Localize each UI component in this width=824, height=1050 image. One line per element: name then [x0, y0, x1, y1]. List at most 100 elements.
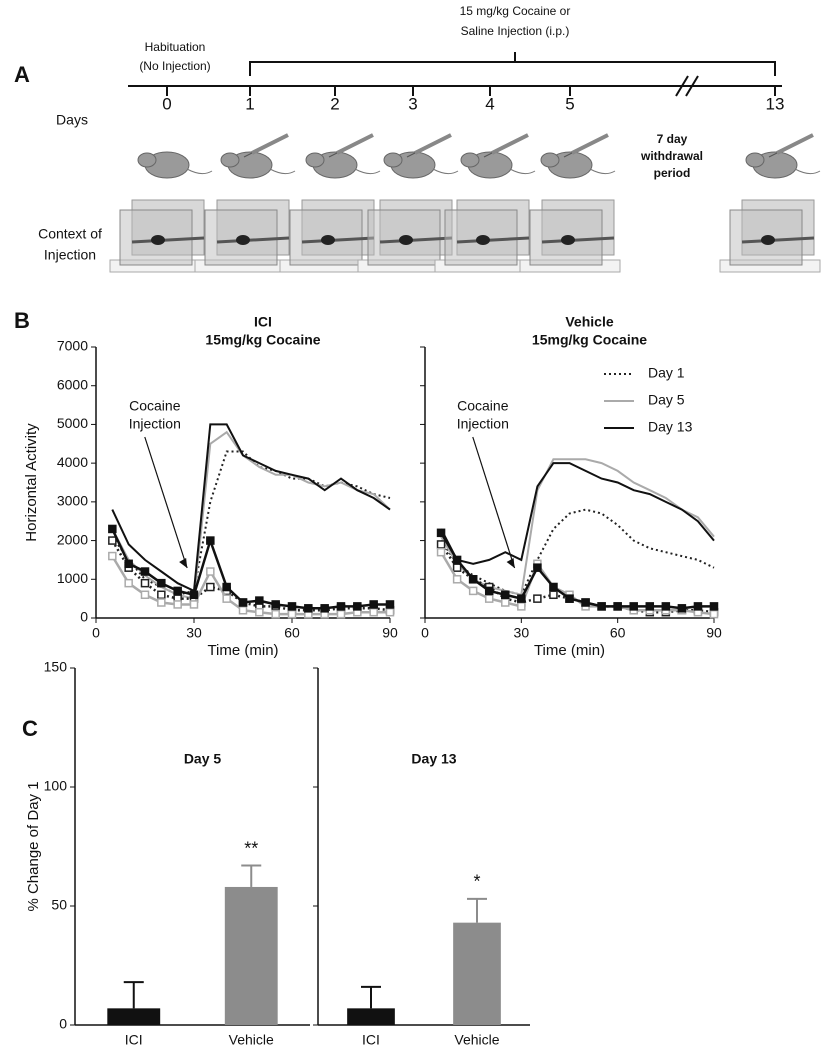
- y-tick-label: 0: [59, 1016, 67, 1032]
- annotation: Injection: [457, 416, 509, 432]
- data-point: [645, 602, 655, 611]
- legend-label: Day 13: [648, 419, 693, 435]
- series-line: [111, 430, 391, 600]
- data-point: [597, 602, 606, 611]
- needle: [243, 152, 253, 158]
- day-label: 5: [565, 94, 574, 113]
- data-point: [517, 602, 526, 611]
- annotation-arrow: [144, 436, 188, 569]
- habituation-label: (No Injection): [139, 59, 210, 73]
- data-point: [189, 600, 199, 609]
- injection-label: Saline Injection (i.p.): [461, 24, 570, 38]
- data-point: [677, 604, 687, 613]
- data-point: [189, 590, 199, 600]
- data-point: [484, 594, 494, 603]
- data-point: [369, 600, 378, 609]
- box-mouse: [151, 235, 165, 245]
- significance-label: **: [244, 838, 258, 858]
- data-point: [140, 567, 150, 576]
- day-label: 3: [408, 94, 417, 113]
- box-rail: [456, 236, 530, 244]
- data-point: [222, 594, 231, 603]
- data-point: [709, 609, 719, 619]
- withdrawal-label: 7 day: [657, 132, 688, 146]
- mouse-tail: [186, 168, 213, 175]
- box-rail: [131, 236, 205, 244]
- mouse-head: [383, 152, 403, 168]
- x-tick-label: 0: [421, 625, 429, 641]
- context-label: Injection: [44, 247, 96, 263]
- x-tick-label: ICI: [125, 1032, 143, 1048]
- syringe: [336, 133, 374, 155]
- data-point: [108, 536, 117, 545]
- annotation-arrow: [472, 436, 516, 569]
- context-label: Context of: [38, 226, 102, 242]
- panel-label: B: [14, 308, 30, 333]
- box-mouse: [236, 235, 250, 245]
- break-mark: [675, 75, 689, 97]
- y-axis-label: % Change of Day 1: [25, 781, 42, 911]
- series-line: [440, 458, 715, 597]
- data-point: [336, 602, 346, 611]
- data-point: [124, 578, 133, 588]
- data-point: [287, 609, 297, 619]
- data-point: [468, 586, 478, 596]
- box-rail: [541, 236, 615, 244]
- data-point: [157, 578, 166, 588]
- data-point: [436, 547, 446, 557]
- data-point: [533, 594, 542, 603]
- mouse-head: [137, 152, 157, 168]
- x-tick-label: 60: [284, 625, 300, 641]
- x-tick-label: 30: [186, 625, 202, 641]
- chart-title: Day 5: [184, 751, 222, 767]
- x-tick-label: Vehicle: [454, 1032, 499, 1048]
- y-tick-label: 3000: [57, 493, 88, 509]
- x-tick-label: 60: [610, 625, 626, 641]
- needle: [406, 152, 416, 158]
- x-axis-label: Time (min): [534, 642, 605, 659]
- syringe: [571, 133, 609, 155]
- series-line: [440, 508, 715, 596]
- y-tick-label: 150: [44, 659, 68, 675]
- data-point: [108, 551, 117, 561]
- needle: [563, 152, 573, 158]
- chart-title: Day 13: [411, 751, 456, 767]
- data-point: [206, 567, 215, 576]
- series-line: [440, 462, 715, 565]
- box-mouse: [399, 235, 413, 245]
- data-point: [271, 600, 280, 609]
- data-point: [549, 590, 558, 600]
- bar: [453, 922, 501, 1025]
- box-mouse: [321, 235, 335, 245]
- box-mouse: [761, 235, 775, 245]
- data-point: [452, 555, 462, 565]
- bracket: [249, 61, 776, 76]
- needle: [328, 152, 338, 158]
- mouse-head: [305, 152, 325, 168]
- panel-label: C: [22, 716, 38, 741]
- data-point: [140, 590, 150, 600]
- mouse-tail: [354, 168, 381, 175]
- box-mouse: [476, 235, 490, 245]
- data-point: [436, 540, 446, 549]
- mouse-head: [540, 152, 560, 168]
- syringe: [251, 133, 289, 155]
- series-line: [111, 528, 390, 610]
- annotation: Injection: [129, 416, 181, 432]
- legend-label: Day 1: [648, 365, 685, 381]
- syringe: [491, 133, 529, 155]
- data-point: [549, 582, 558, 592]
- arrow-head: [179, 558, 188, 568]
- data-point: [693, 602, 703, 611]
- chart-title: Vehicle: [565, 314, 613, 330]
- data-point: [661, 602, 671, 611]
- x-tick-label: ICI: [362, 1032, 380, 1048]
- series-line: [440, 532, 714, 610]
- y-axis-label: Horizontal Activity: [23, 423, 40, 542]
- data-point: [173, 586, 182, 596]
- x-tick-label: 30: [514, 625, 530, 641]
- withdrawal-label: period: [654, 166, 691, 180]
- habituation-label: Habituation: [145, 40, 206, 54]
- box-rail: [379, 236, 453, 244]
